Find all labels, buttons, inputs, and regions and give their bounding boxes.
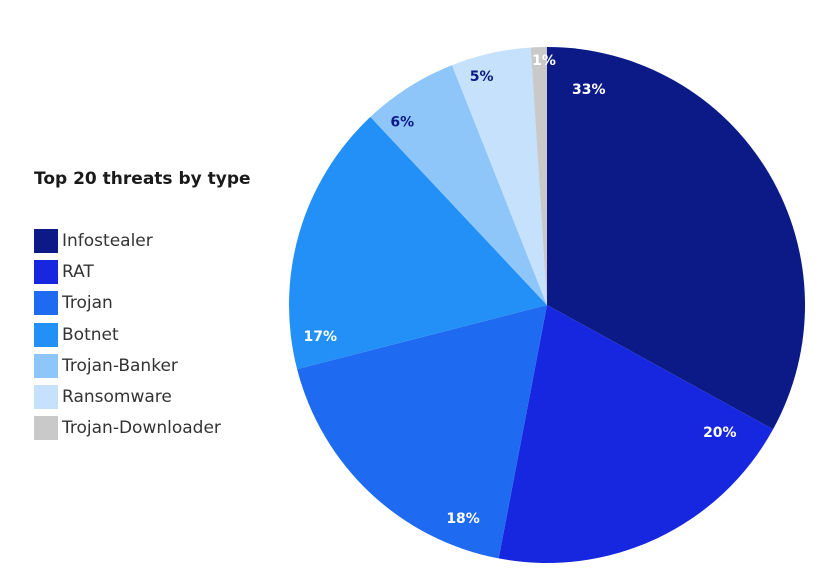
legend-label: Trojan-Downloader	[62, 418, 221, 439]
legend-item: Trojan-Banker	[34, 350, 221, 381]
legend-item: Ransomware	[34, 381, 221, 412]
legend-label: Trojan	[62, 293, 113, 314]
legend-item: Trojan-Downloader	[34, 413, 221, 444]
pie-slice-ransomware	[452, 47, 547, 306]
pie-slice-rat	[498, 305, 774, 563]
data-label: 17%	[303, 329, 337, 345]
data-label: 18%	[446, 511, 480, 527]
data-label: 6%	[390, 114, 414, 130]
legend-item: Infostealer	[34, 225, 221, 256]
legend-label: Ransomware	[62, 387, 172, 408]
legend: Infostealer RAT Trojan Botnet Trojan-Banker R…	[34, 225, 221, 444]
legend-label: Trojan-Banker	[62, 355, 178, 376]
pie-slice-botnet	[289, 116, 547, 370]
data-label: 33%	[572, 82, 606, 98]
pie-slice-infostealer	[547, 47, 805, 430]
legend-label: RAT	[62, 261, 94, 282]
legend-swatch	[34, 416, 58, 441]
legend-swatch	[34, 353, 58, 378]
legend-label: Botnet	[62, 324, 119, 345]
legend-swatch	[34, 259, 58, 284]
data-label: 5%	[470, 69, 494, 85]
pie-slice-trojan-banker	[370, 65, 547, 305]
legend-swatch	[34, 322, 58, 347]
legend-swatch	[34, 228, 58, 253]
pie-slice-trojan	[297, 305, 547, 559]
data-label: 1%	[532, 53, 556, 69]
pie-slice-trojan-downloader	[530, 47, 547, 305]
legend-label: Infostealer	[62, 230, 153, 251]
chart-title: Top 20 threats by type	[34, 169, 251, 189]
legend-item: Trojan	[34, 288, 221, 319]
legend-swatch	[34, 291, 58, 316]
legend-item: Botnet	[34, 319, 221, 350]
legend-swatch	[34, 385, 58, 410]
legend-item: RAT	[34, 256, 221, 287]
data-label: 20%	[703, 425, 737, 441]
